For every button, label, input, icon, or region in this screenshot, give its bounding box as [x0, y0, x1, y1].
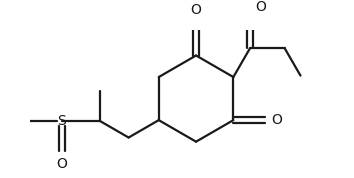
Text: O: O	[56, 157, 67, 171]
Text: O: O	[272, 113, 282, 127]
Text: O: O	[190, 3, 201, 17]
Text: O: O	[255, 0, 266, 14]
Text: S: S	[57, 114, 66, 128]
